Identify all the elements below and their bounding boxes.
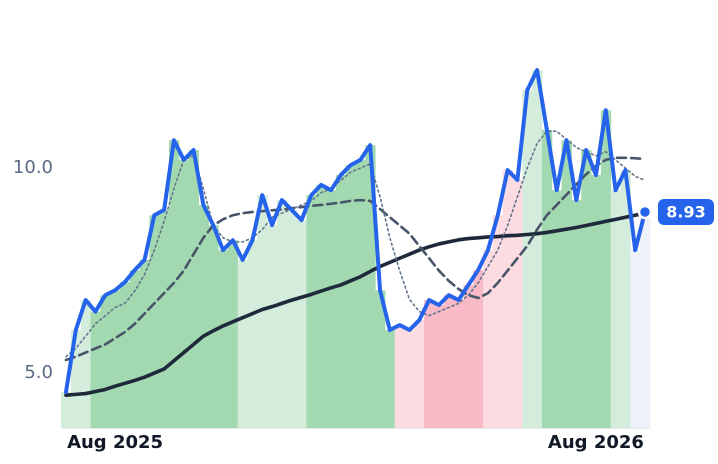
price-band: [267, 225, 278, 428]
series-line: [64, 156, 647, 362]
price-band: [610, 190, 621, 428]
price-band: [247, 240, 258, 428]
price-band: [198, 204, 209, 428]
last-value-label: 8.93: [666, 202, 705, 221]
series-line: [64, 211, 647, 398]
price-band: [375, 290, 386, 428]
price-band: [463, 284, 474, 428]
series-line: [64, 68, 647, 394]
price-band: [522, 90, 533, 428]
price-band: [532, 70, 543, 428]
price-band: [620, 170, 631, 428]
price-band: [443, 295, 455, 428]
price-band: [208, 225, 219, 428]
price-band: [591, 175, 602, 428]
price-band: [404, 330, 415, 428]
price-band: [227, 240, 239, 428]
price-band: [492, 215, 504, 428]
last-point: [637, 204, 653, 220]
price-band: [581, 150, 592, 429]
price-band: [424, 300, 435, 428]
price-band: [188, 150, 199, 429]
x-tick-label: Aug 2026: [548, 432, 644, 453]
price-band: [90, 311, 101, 428]
price-band: [630, 250, 641, 428]
price-band: [70, 330, 82, 428]
price-band: [316, 184, 327, 428]
last-value-badge: [658, 198, 714, 225]
price-band: [551, 190, 563, 428]
price-band: [326, 190, 337, 428]
price-band: [434, 305, 445, 428]
price-band: [139, 259, 150, 428]
x-tick-label: Aug 2025: [67, 432, 163, 453]
price-band: [561, 140, 572, 428]
y-tick-label: 10.0: [13, 157, 53, 178]
price-band: [276, 200, 288, 428]
price-band: [600, 110, 612, 428]
price-band: [473, 270, 484, 428]
price-band: [365, 145, 376, 428]
price-band: [502, 170, 514, 428]
price-band: [61, 391, 72, 428]
price-band: [335, 175, 347, 428]
price-band: [512, 179, 523, 428]
price-band: [483, 250, 494, 428]
price-band: [237, 259, 249, 428]
price-band: [286, 209, 298, 428]
price-band: [640, 211, 651, 428]
price-band: [414, 320, 425, 428]
price-band: [345, 165, 356, 429]
price-band: [119, 282, 131, 428]
price-band: [571, 200, 582, 428]
price-band: [159, 209, 170, 428]
price-band: [306, 195, 317, 428]
price-band: [257, 195, 268, 428]
price-band: [394, 325, 406, 428]
price-band: [218, 250, 229, 428]
price-band: [355, 159, 366, 428]
price-band: [384, 330, 396, 428]
price-band: [100, 295, 111, 428]
y-tick-label: 5.0: [24, 362, 53, 383]
price-band: [129, 270, 141, 428]
price-band: [541, 129, 553, 428]
price-band: [296, 220, 307, 428]
price-band: [110, 290, 121, 428]
price-band: [453, 300, 464, 428]
price-band: [178, 159, 190, 428]
price-band: [80, 300, 92, 428]
price-band: [149, 215, 160, 428]
